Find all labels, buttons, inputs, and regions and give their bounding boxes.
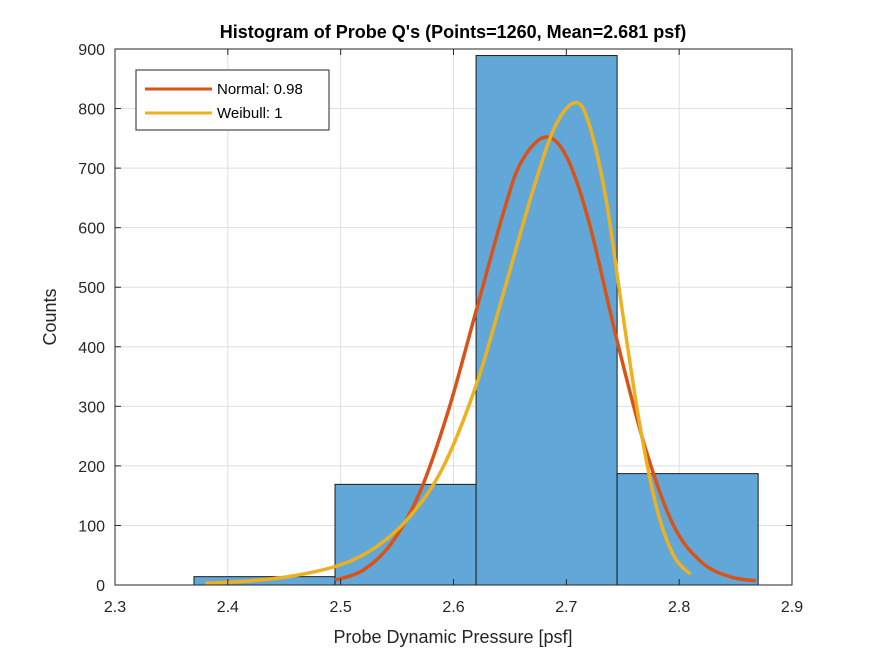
x-tick-label: 2.8 (668, 599, 690, 616)
legend-label-weibull: Weibull: 1 (217, 105, 283, 122)
x-tick-label: 2.4 (217, 599, 239, 616)
y-tick-label: 100 (78, 518, 105, 535)
x-axis-label: Probe Dynamic Pressure [psf] (333, 627, 572, 647)
histogram-bar (334, 483, 477, 586)
histogram-bar (616, 473, 759, 586)
x-tick-label: 2.6 (442, 599, 464, 616)
fit-curves (205, 100, 757, 585)
fit-curve-normal (334, 135, 757, 583)
legend-box (135, 69, 330, 131)
x-tick-label: 2.3 (104, 599, 126, 616)
y-tick-label: 0 (96, 578, 105, 595)
y-tick-label: 400 (78, 340, 105, 357)
y-tick-label: 200 (78, 459, 105, 476)
y-tick-label: 500 (78, 280, 105, 297)
fit-curve-weibull (205, 100, 692, 585)
x-tick-label: 2.9 (781, 599, 803, 616)
chart-title: Histogram of Probe Q's (Points=1260, Mea… (220, 22, 686, 42)
y-tick-label: 700 (78, 161, 105, 178)
y-axis-ticks: 0 100 200 300 400 500 600 700 800 900 (78, 42, 792, 595)
x-tick-label: 2.5 (330, 599, 352, 616)
y-tick-label: 600 (78, 221, 105, 238)
legend-label-normal: Normal: 0.98 (217, 81, 303, 98)
y-tick-label: 900 (78, 42, 105, 59)
x-axis-ticks: 2.3 2.4 2.5 2.6 2.7 2.8 2.9 (104, 49, 803, 616)
y-axis-label: Counts (40, 288, 60, 345)
x-tick-label: 2.7 (555, 599, 577, 616)
y-tick-label: 300 (78, 399, 105, 416)
y-tick-label: 800 (78, 102, 105, 119)
legend: Normal: 0.98 Weibull: 1 (135, 69, 330, 131)
